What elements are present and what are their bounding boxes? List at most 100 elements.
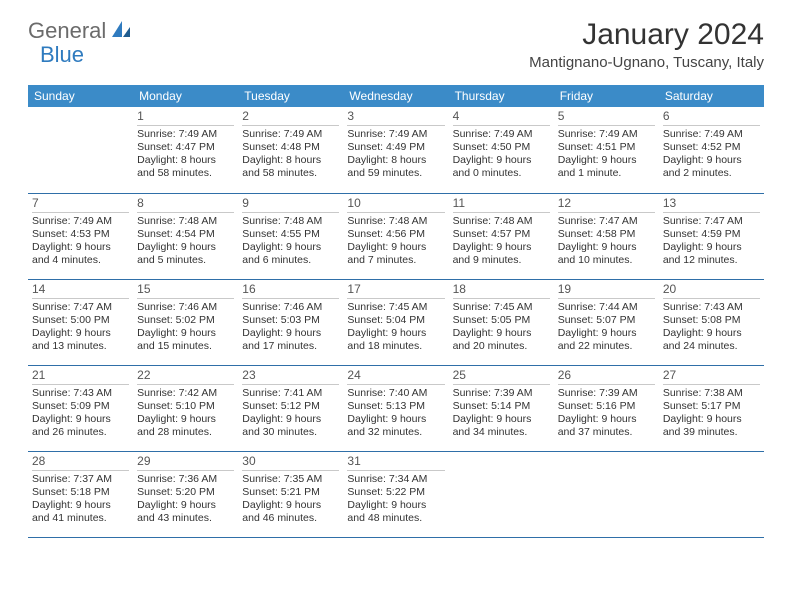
day-number: 22 bbox=[137, 368, 234, 385]
logo-blue-text: Blue bbox=[40, 42, 84, 68]
calendar-day-cell: 5Sunrise: 7:49 AMSunset: 4:51 PMDaylight… bbox=[554, 107, 659, 193]
day-number: 21 bbox=[32, 368, 129, 385]
calendar-day-cell: 14Sunrise: 7:47 AMSunset: 5:00 PMDayligh… bbox=[28, 279, 133, 365]
calendar-day-cell: 29Sunrise: 7:36 AMSunset: 5:20 PMDayligh… bbox=[133, 451, 238, 537]
calendar-day-cell: 25Sunrise: 7:39 AMSunset: 5:14 PMDayligh… bbox=[449, 365, 554, 451]
sunset-text: Sunset: 5:00 PM bbox=[32, 314, 129, 327]
daylight-text: Daylight: 9 hours and 22 minutes. bbox=[558, 327, 655, 353]
day-number: 24 bbox=[347, 368, 444, 385]
sunrise-text: Sunrise: 7:44 AM bbox=[558, 301, 655, 314]
sunrise-text: Sunrise: 7:49 AM bbox=[347, 128, 444, 141]
day-number: 4 bbox=[453, 109, 550, 126]
day-number: 2 bbox=[242, 109, 339, 126]
calendar-day-cell: 3Sunrise: 7:49 AMSunset: 4:49 PMDaylight… bbox=[343, 107, 448, 193]
calendar-day-cell: 6Sunrise: 7:49 AMSunset: 4:52 PMDaylight… bbox=[659, 107, 764, 193]
calendar-day-cell: 1Sunrise: 7:49 AMSunset: 4:47 PMDaylight… bbox=[133, 107, 238, 193]
calendar-day-cell: 15Sunrise: 7:46 AMSunset: 5:02 PMDayligh… bbox=[133, 279, 238, 365]
sunset-text: Sunset: 5:21 PM bbox=[242, 486, 339, 499]
sunrise-text: Sunrise: 7:49 AM bbox=[137, 128, 234, 141]
weekday-header: Monday bbox=[133, 85, 238, 107]
calendar-day-cell: 12Sunrise: 7:47 AMSunset: 4:58 PMDayligh… bbox=[554, 193, 659, 279]
sunrise-text: Sunrise: 7:49 AM bbox=[242, 128, 339, 141]
daylight-text: Daylight: 9 hours and 20 minutes. bbox=[453, 327, 550, 353]
sunset-text: Sunset: 4:48 PM bbox=[242, 141, 339, 154]
day-number: 5 bbox=[558, 109, 655, 126]
calendar-day-cell: 27Sunrise: 7:38 AMSunset: 5:17 PMDayligh… bbox=[659, 365, 764, 451]
calendar-week-row: 7Sunrise: 7:49 AMSunset: 4:53 PMDaylight… bbox=[28, 193, 764, 279]
logo-sail-icon bbox=[110, 19, 132, 44]
calendar-header-row: SundayMondayTuesdayWednesdayThursdayFrid… bbox=[28, 85, 764, 107]
sunset-text: Sunset: 5:13 PM bbox=[347, 400, 444, 413]
sunset-text: Sunset: 4:49 PM bbox=[347, 141, 444, 154]
day-number: 1 bbox=[137, 109, 234, 126]
sunrise-text: Sunrise: 7:46 AM bbox=[137, 301, 234, 314]
daylight-text: Daylight: 9 hours and 39 minutes. bbox=[663, 413, 760, 439]
sunset-text: Sunset: 4:58 PM bbox=[558, 228, 655, 241]
daylight-text: Daylight: 9 hours and 43 minutes. bbox=[137, 499, 234, 525]
sunset-text: Sunset: 5:14 PM bbox=[453, 400, 550, 413]
calendar-day-cell: 9Sunrise: 7:48 AMSunset: 4:55 PMDaylight… bbox=[238, 193, 343, 279]
weekday-header: Friday bbox=[554, 85, 659, 107]
sunset-text: Sunset: 4:51 PM bbox=[558, 141, 655, 154]
daylight-text: Daylight: 9 hours and 15 minutes. bbox=[137, 327, 234, 353]
sunrise-text: Sunrise: 7:45 AM bbox=[347, 301, 444, 314]
sunrise-text: Sunrise: 7:34 AM bbox=[347, 473, 444, 486]
calendar-day-cell: 2 Sunrise: 7:49 AMSunset: 4:48 PMDaylight… bbox=[238, 107, 343, 193]
sunrise-text: Sunrise: 7:47 AM bbox=[32, 301, 129, 314]
calendar-day-cell: 11Sunrise: 7:48 AMSunset: 4:57 PMDayligh… bbox=[449, 193, 554, 279]
calendar-table: SundayMondayTuesdayWednesdayThursdayFrid… bbox=[28, 85, 764, 538]
day-number: 26 bbox=[558, 368, 655, 385]
calendar-day-cell: 22Sunrise: 7:42 AMSunset: 5:10 PMDayligh… bbox=[133, 365, 238, 451]
calendar-day-cell: 19Sunrise: 7:44 AMSunset: 5:07 PMDayligh… bbox=[554, 279, 659, 365]
day-number: 10 bbox=[347, 196, 444, 213]
sunset-text: Sunset: 5:12 PM bbox=[242, 400, 339, 413]
sunrise-text: Sunrise: 7:40 AM bbox=[347, 387, 444, 400]
daylight-text: Daylight: 9 hours and 0 minutes. bbox=[453, 154, 550, 180]
daylight-text: Daylight: 9 hours and 34 minutes. bbox=[453, 413, 550, 439]
calendar-week-row: 21 Sunrise: 7:43 AMSunset: 5:09 PM Dayligh… bbox=[28, 365, 764, 451]
daylight-text: Daylight: 9 hours and 18 minutes. bbox=[347, 327, 444, 353]
sunrise-text: Sunrise: 7:43 AM bbox=[32, 387, 129, 400]
sunset-text: Sunset: 5:22 PM bbox=[347, 486, 444, 499]
daylight-text: Daylight: 9 hours and 9 minutes. bbox=[453, 241, 550, 267]
daylight-text: Daylight: 9 hours and 4 minutes. bbox=[32, 241, 129, 267]
daylight-text: Daylight: 9 hours and 7 minutes. bbox=[347, 241, 444, 267]
day-number: 12 bbox=[558, 196, 655, 213]
sunset-text: Sunset: 5:04 PM bbox=[347, 314, 444, 327]
sunrise-text: Sunrise: 7:42 AM bbox=[137, 387, 234, 400]
daylight-text: Daylight: 8 hours and 58 minutes. bbox=[242, 154, 339, 180]
sunset-text: Sunset: 4:56 PM bbox=[347, 228, 444, 241]
calendar-day-cell: 26Sunrise: 7:39 AMSunset: 5:16 PMDayligh… bbox=[554, 365, 659, 451]
day-number: 17 bbox=[347, 282, 444, 299]
sunset-text: Sunset: 5:20 PM bbox=[137, 486, 234, 499]
day-number: 15 bbox=[137, 282, 234, 299]
calendar-week-row: 28Sunrise: 7:37 AMSunset: 5:18 PMDayligh… bbox=[28, 451, 764, 537]
calendar-day-cell: 8Sunrise: 7:48 AMSunset: 4:54 PMDaylight… bbox=[133, 193, 238, 279]
day-number: 30 bbox=[242, 454, 339, 471]
daylight-text: Daylight: 9 hours and 2 minutes. bbox=[663, 154, 760, 180]
sunset-text: Sunset: 5:18 PM bbox=[32, 486, 129, 499]
daylight-text: Daylight: 9 hours and 48 minutes. bbox=[347, 499, 444, 525]
sunset-text: Sunset: 4:59 PM bbox=[663, 228, 760, 241]
day-number: 28 bbox=[32, 454, 129, 471]
sunrise-text: Sunrise: 7:47 AM bbox=[558, 215, 655, 228]
calendar-body: 1Sunrise: 7:49 AMSunset: 4:47 PMDaylight… bbox=[28, 107, 764, 537]
calendar-day-cell: 21Sunrise: 7:43 AMSunset: 5:09 PMDayligh… bbox=[28, 365, 133, 451]
sunrise-text: Sunrise: 7:39 AM bbox=[453, 387, 550, 400]
calendar-day-cell: 4Sunrise: 7:49 AMSunset: 4:50 PMDaylight… bbox=[449, 107, 554, 193]
day-number: 23 bbox=[242, 368, 339, 385]
sunrise-text: Sunrise: 7:35 AM bbox=[242, 473, 339, 486]
sunset-text: Sunset: 5:09 PM bbox=[32, 400, 129, 413]
daylight-text: Daylight: 9 hours and 24 minutes. bbox=[663, 327, 760, 353]
daylight-text: Daylight: 9 hours and 30 minutes. bbox=[242, 413, 339, 439]
calendar-day-cell: 28Sunrise: 7:37 AMSunset: 5:18 PMDayligh… bbox=[28, 451, 133, 537]
calendar-day-cell bbox=[554, 451, 659, 537]
title-block: January 2024 Mantignano-Ugnano, Tuscany,… bbox=[529, 18, 764, 71]
weekday-header: Saturday bbox=[659, 85, 764, 107]
daylight-text: Daylight: 9 hours and 37 minutes. bbox=[558, 413, 655, 439]
calendar-day-cell: 30Sunrise: 7:35 AMSunset: 5:21 PMDayligh… bbox=[238, 451, 343, 537]
calendar-day-cell: 7Sunrise: 7:49 AMSunset: 4:53 PMDaylight… bbox=[28, 193, 133, 279]
sunset-text: Sunset: 5:10 PM bbox=[137, 400, 234, 413]
sunrise-text: Sunrise: 7:49 AM bbox=[32, 215, 129, 228]
header: General January 2024 Mantignano-Ugnano, … bbox=[0, 0, 792, 79]
